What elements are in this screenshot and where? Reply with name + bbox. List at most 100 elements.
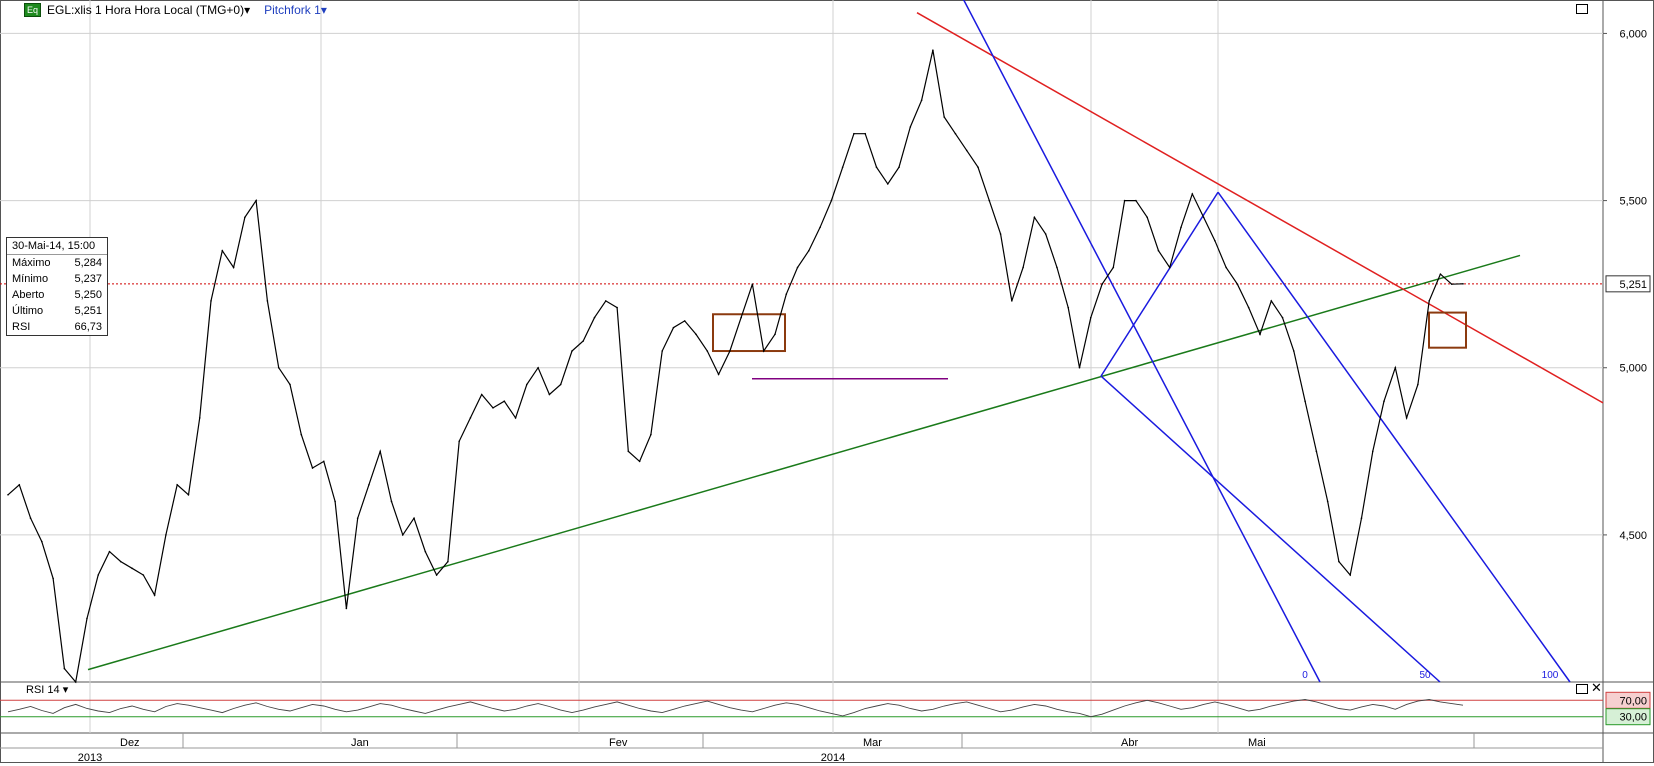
close-rsi-icon[interactable]: ✕	[1591, 680, 1602, 695]
maximize-rsi-icon[interactable]	[1576, 684, 1588, 694]
price-point	[1236, 283, 1239, 285]
symbol-dropdown[interactable]: EGL:xlis 1 Hora Hora Local (TMG+0)▾	[47, 3, 251, 17]
price-point	[1450, 283, 1453, 285]
pitchfork-dropdown[interactable]: Pitchfork 1▾	[264, 3, 327, 17]
pitchfork-label: Pitchfork 1	[264, 3, 321, 17]
price-point	[785, 293, 788, 295]
price-tick-label: 5,500	[1619, 196, 1647, 208]
info-box: 30-Mai-14, 15:00 Máximo 5,284 Mínimo 5,237…	[6, 237, 108, 336]
price-point	[661, 350, 663, 352]
price-point	[480, 393, 483, 396]
price-point	[210, 300, 212, 302]
price-point	[447, 560, 449, 563]
info-row-rsi: RSI 66,73	[7, 319, 107, 335]
maximize-main-icon[interactable]	[1576, 4, 1588, 14]
last-price-box	[1605, 275, 1651, 293]
info-row-high: Máximo 5,284	[7, 255, 107, 271]
price-point	[1056, 266, 1058, 269]
info-label: Mínimo	[12, 273, 49, 285]
price-point	[221, 249, 224, 252]
price-point	[796, 266, 799, 269]
info-label: Aberto	[12, 289, 45, 301]
price-point	[571, 350, 573, 352]
price-point	[559, 383, 562, 386]
price-point	[63, 667, 66, 670]
price-point	[830, 199, 833, 202]
price-point	[424, 550, 427, 553]
price-point	[97, 574, 100, 576]
price-point	[198, 417, 201, 419]
price-point	[898, 166, 900, 168]
price-point	[266, 300, 269, 302]
price-tick-label: 6,000	[1619, 28, 1647, 40]
breakout-box	[1428, 311, 1467, 349]
price-point	[886, 183, 889, 185]
month-tick-label: Mai	[1248, 737, 1266, 749]
price-point	[1101, 283, 1103, 285]
consolidation-box	[712, 313, 786, 353]
price-point	[18, 483, 21, 486]
price-point	[1247, 306, 1250, 309]
price-point	[582, 340, 585, 342]
price-point	[1315, 450, 1318, 453]
chart-header: Eq EGL:xlis 1 Hora Hora Local (TMG+0)▾ P…	[24, 2, 327, 18]
price-point	[1011, 300, 1013, 302]
price-point	[368, 483, 370, 486]
price-point	[740, 316, 742, 319]
price-point	[1202, 216, 1205, 219]
price-point	[255, 199, 257, 202]
info-value: 5,251	[74, 305, 102, 317]
price-point	[1191, 193, 1194, 195]
info-label: Último	[12, 305, 44, 317]
price-point	[526, 383, 528, 386]
rsi-label: RSI 14	[26, 684, 60, 696]
rsi-level-box	[1605, 708, 1651, 726]
month-tick-label: Jan	[351, 737, 369, 749]
price-point	[334, 500, 336, 503]
price-point	[683, 320, 686, 322]
pitchfork-median	[1100, 375, 1441, 683]
price-point	[1022, 266, 1024, 269]
price-point	[943, 116, 945, 118]
price-point	[1371, 450, 1374, 453]
price-point	[875, 166, 878, 168]
pitchfork-lower-tine	[1217, 191, 1571, 683]
pitchfork-level-label: 0	[1302, 670, 1308, 681]
price-point	[187, 493, 190, 496]
last-price-label: 5,251	[1619, 279, 1647, 291]
info-value: 5,250	[74, 289, 102, 301]
price-point	[999, 233, 1002, 235]
price-point	[503, 400, 506, 402]
price-point	[988, 199, 991, 202]
price-point	[672, 326, 675, 329]
price-point	[548, 393, 551, 396]
month-tick-label: Dez	[120, 737, 140, 749]
price-point	[514, 417, 517, 419]
price-point	[717, 373, 720, 376]
price-point	[142, 574, 145, 576]
uptrend-line	[87, 254, 1521, 671]
price-point	[841, 166, 844, 168]
rsi-dropdown[interactable]: RSI 14 ▾	[26, 684, 69, 696]
price-point	[808, 249, 810, 252]
price-point	[593, 316, 596, 319]
price-point	[131, 567, 133, 570]
price-point	[1349, 574, 1352, 576]
price-point	[977, 166, 979, 168]
price-point	[537, 366, 539, 369]
price-point	[1146, 216, 1148, 219]
price-point	[52, 577, 54, 580]
price-point	[29, 517, 32, 519]
symbol-label: EGL:xlis 1 Hora Hora Local (TMG+0)	[47, 3, 245, 17]
price-point	[1033, 216, 1036, 219]
info-label: RSI	[12, 321, 31, 333]
price-point	[1326, 500, 1329, 503]
price-point	[390, 500, 393, 503]
price-point	[1462, 283, 1464, 285]
info-value: 5,237	[74, 273, 102, 285]
info-date: 30-Mai-14, 15:00	[7, 238, 107, 255]
price-point	[1439, 273, 1442, 275]
price-point	[1304, 400, 1306, 402]
